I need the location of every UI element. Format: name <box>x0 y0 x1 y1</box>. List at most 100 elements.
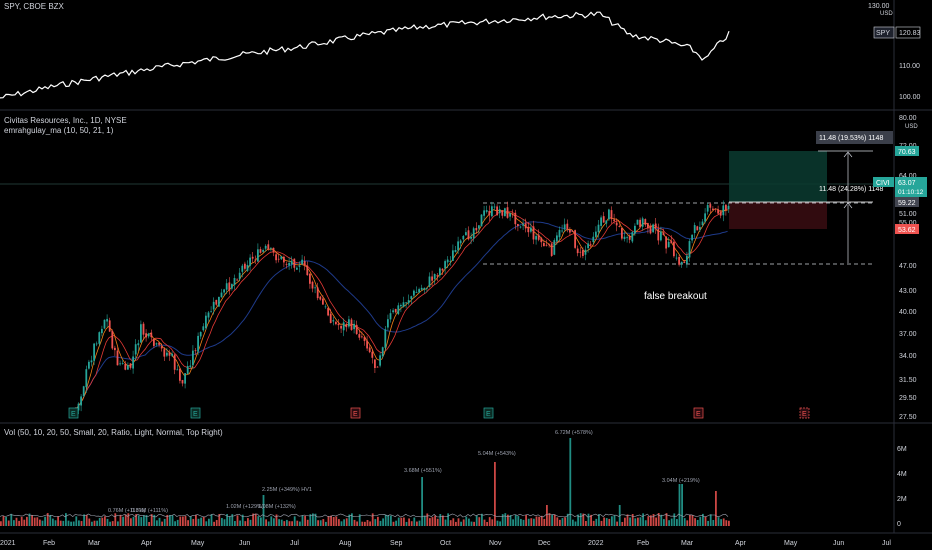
candle-body <box>504 208 506 217</box>
spy-legend[interactable]: SPY, CBOE BZX <box>4 2 64 12</box>
volume-bar <box>13 520 15 526</box>
candle-body <box>571 230 574 232</box>
false-breakout-annotation[interactable]: false breakout <box>644 291 707 302</box>
candle-body <box>306 265 309 276</box>
loss-zone[interactable] <box>729 202 827 229</box>
candle-body <box>465 232 467 236</box>
volume-bar <box>226 514 228 526</box>
axis-label: 40.00 <box>899 309 917 316</box>
candle-body <box>686 255 688 264</box>
volume-bar <box>655 517 657 526</box>
volume-bar <box>104 516 106 526</box>
candle-body <box>116 350 119 366</box>
candle-body <box>88 361 90 369</box>
volume-legend[interactable]: Vol (50, 10, 20, 50, Small, 20, Ratio, L… <box>4 428 223 438</box>
volume-bar <box>23 519 26 526</box>
candle-body <box>384 329 387 348</box>
main-legend-title: Civitas Resources, Inc., 1D, NYSE <box>4 116 127 125</box>
volume-bar <box>423 515 426 526</box>
candle-body <box>667 241 670 248</box>
candle-body <box>348 319 350 327</box>
time-label: Feb <box>43 540 55 547</box>
measure-arrowhead-bottom <box>843 202 853 209</box>
volume-bar <box>96 520 98 526</box>
candle-body <box>275 254 277 261</box>
volume-bar <box>293 516 296 526</box>
profit-zone[interactable] <box>729 151 827 202</box>
volume-pane[interactable]: 6.72M (+578%) 5.04M (+543%) 3.68M (+551%… <box>0 430 907 528</box>
candle-body <box>119 363 121 365</box>
candle-body <box>584 249 587 255</box>
candle-body <box>137 343 140 346</box>
candle-body <box>394 308 397 313</box>
vol-annotation: 3.04M (+219%) <box>662 478 700 484</box>
axis-label: 37.00 <box>899 331 917 338</box>
vol-axis-label: 0 <box>897 521 901 528</box>
candle-body <box>176 369 179 371</box>
candle-body <box>280 256 283 260</box>
volume-bar <box>244 521 247 526</box>
volume-bar <box>106 518 109 526</box>
volume-bar <box>296 520 299 526</box>
candle-body <box>431 276 433 281</box>
volume-bar <box>426 513 429 526</box>
volume-bar <box>52 518 54 526</box>
candle-body <box>241 265 244 272</box>
volume-bar <box>275 514 278 526</box>
earnings-marker[interactable]: E <box>68 407 79 419</box>
volume-bar <box>400 517 403 526</box>
measure-label-top-bg <box>816 131 893 144</box>
volume-bar <box>148 521 150 526</box>
earnings-marker[interactable]: E <box>693 407 704 419</box>
time-axis[interactable]: 2021 Feb Mar Apr May Jun Jul Aug Sep Oct… <box>0 540 891 547</box>
volume-bar <box>689 514 691 526</box>
earnings-marker[interactable]: E <box>799 407 810 419</box>
candle-body <box>251 256 254 259</box>
earnings-marker[interactable]: E <box>483 407 494 419</box>
spy-pane[interactable]: 130.00 USD SPY 120.83 110.00 100.00 <box>0 3 921 101</box>
main-legend[interactable]: Civitas Resources, Inc., 1D, NYSE emrahg… <box>4 116 127 136</box>
candle-body <box>371 351 374 358</box>
volume-bar <box>252 513 254 526</box>
volume-bar <box>668 520 670 526</box>
time-label: Apr <box>735 540 747 547</box>
vol-annotation: 2.25M (+349%) HV1 <box>262 487 312 493</box>
candle-body <box>314 287 316 289</box>
candle-body <box>485 210 488 212</box>
time-label: May <box>784 540 798 547</box>
volume-bar <box>41 520 44 526</box>
volume-bar <box>449 520 452 526</box>
candle-body <box>719 212 722 216</box>
candle-body <box>506 207 509 218</box>
candle-body <box>410 296 413 299</box>
candle-body <box>405 302 407 304</box>
volume-bar <box>265 519 267 526</box>
candle-body <box>413 290 415 296</box>
candle-body <box>153 338 155 346</box>
volume-bar <box>397 517 400 526</box>
candle-body <box>524 223 527 229</box>
volume-bar <box>374 519 377 526</box>
candle-body <box>210 311 212 313</box>
volume-bars <box>0 438 730 526</box>
candle-body <box>491 206 493 217</box>
candle-body <box>678 256 680 265</box>
candle-body <box>264 245 267 249</box>
earnings-marker[interactable]: E <box>350 407 361 419</box>
volume-bar <box>720 519 722 526</box>
indicator-legend: emrahgulay_ma (10, 50, 21, 1) <box>4 126 114 135</box>
candle-body <box>727 205 730 210</box>
earnings-marker[interactable]: E <box>190 407 201 419</box>
candle-body <box>472 228 475 239</box>
main-pane[interactable]: 11.48 (19.53%) 1148 11.48 (24.28%) 1148 … <box>0 115 927 421</box>
volume-bar <box>202 516 205 526</box>
volume-bar <box>717 517 720 526</box>
ma-slow-line <box>74 221 728 411</box>
price-tag-last <box>895 177 927 197</box>
candle-body <box>90 360 93 363</box>
volume-bar <box>486 521 488 526</box>
volume-bar <box>369 521 371 526</box>
candle-body <box>322 298 324 305</box>
volume-bar <box>577 514 579 526</box>
